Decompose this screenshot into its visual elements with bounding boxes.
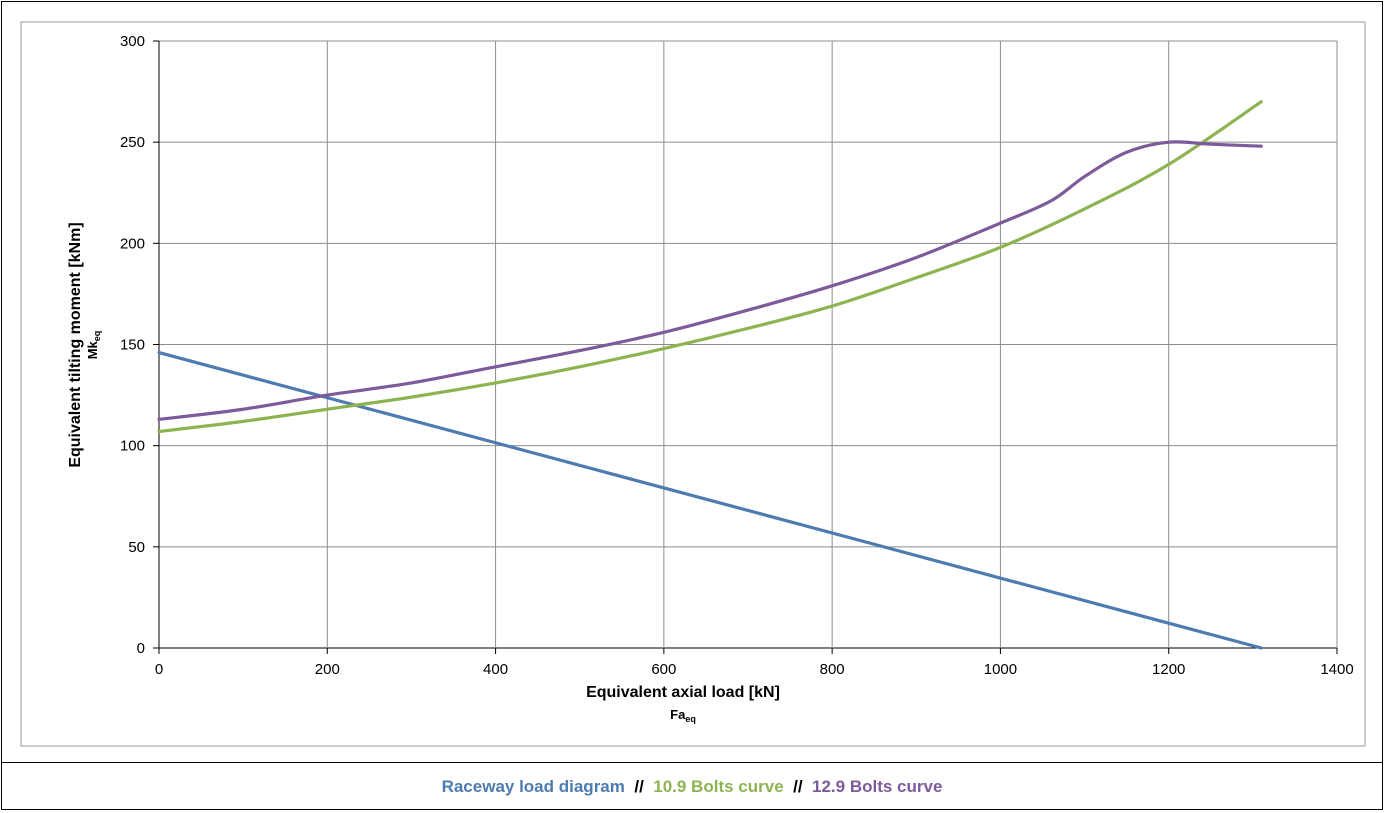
y-axis-title: Equivalent tilting moment [kNm] — [67, 222, 84, 467]
legend-bolts-10-9: 10.9 Bolts curve — [653, 777, 784, 796]
y-tick-label: 200 — [120, 235, 145, 252]
series-line-raceway — [157, 350, 1263, 650]
legend-bolts-12-9: 12.9 Bolts curve — [812, 777, 943, 796]
tick-layer: 0 50 100 150 200 250 300 0 200 400 600 800 1000 1200 1… — [120, 33, 1354, 678]
y-axis-title-group: Equivalent tilting moment [kNm] — [67, 222, 84, 467]
y-tick-label: 100 — [120, 438, 145, 455]
series-line-bolts-12-9 — [157, 140, 1263, 421]
x-tick-label: 1000 — [984, 661, 1017, 678]
legend-separator-text: // — [634, 777, 644, 796]
y-axis-symbol-sub: eq — [92, 331, 102, 342]
x-tick-label: 800 — [820, 661, 845, 678]
y-tick-label: 0 — [137, 640, 145, 657]
y-tick-label: 150 — [120, 337, 145, 354]
series-layer — [157, 100, 1263, 650]
x-axis-symbol-sub: eq — [685, 714, 696, 724]
x-tick-label: 1400 — [1320, 661, 1353, 678]
y-tick-label: 300 — [120, 33, 145, 50]
grid-layer — [158, 40, 1338, 649]
y-axis-symbol: Mkeq — [85, 331, 102, 360]
x-axis-symbol: Faeq — [670, 707, 696, 724]
chart-svg: 0 50 100 150 200 250 300 0 200 400 600 800 1000 1200 1… — [20, 21, 1366, 747]
x-tick-label: 600 — [651, 661, 676, 678]
chart-area-border — [20, 21, 1366, 747]
x-tick-label: 1200 — [1152, 661, 1185, 678]
x-tick-label: 400 — [483, 661, 508, 678]
x-tick-label: 200 — [315, 661, 340, 678]
y-tick-label: 50 — [128, 539, 145, 556]
legend-separator: // — [625, 777, 653, 797]
legend-separator-text: // — [793, 777, 803, 796]
y-axis-symbol-group: Mkeq — [85, 331, 102, 360]
legend-raceway: Raceway load diagram — [441, 777, 625, 796]
y-axis-symbol-main: Mk — [85, 340, 100, 359]
x-axis-symbol-main: Fa — [670, 707, 686, 722]
y-tick-label: 250 — [120, 134, 145, 151]
series-line-bolts-10-9 — [157, 100, 1263, 434]
x-tick-label: 0 — [155, 661, 163, 678]
legend-separator: // — [784, 777, 812, 797]
x-axis-title: Equivalent axial load [kN] — [586, 684, 780, 701]
legend: Raceway load diagram // 10.9 Bolts curve… — [1, 762, 1383, 811]
